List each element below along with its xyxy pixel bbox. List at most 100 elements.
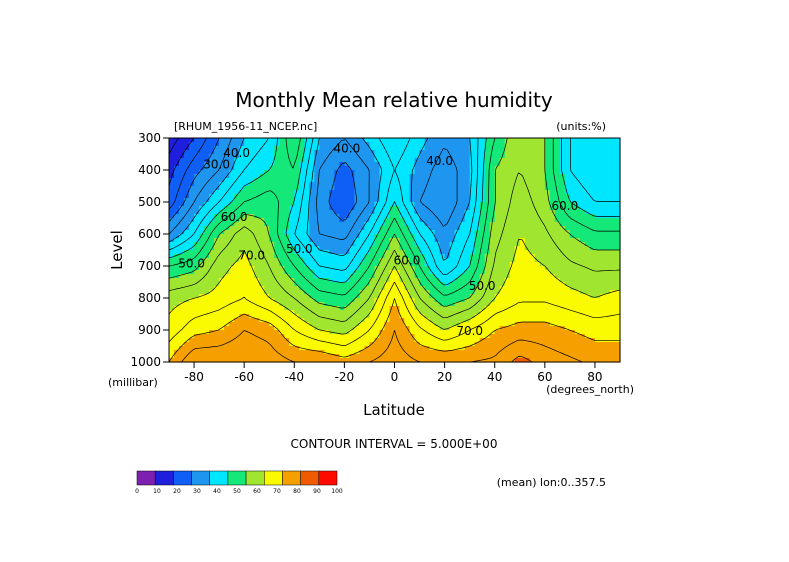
heatmap-cell: [249, 294, 255, 299]
heatmap-cell: [454, 246, 461, 251]
heatmap-cell: [494, 186, 501, 191]
heatmap-cell: [319, 330, 325, 335]
heatmap-cell: [594, 182, 601, 187]
heatmap-cell: [409, 286, 416, 291]
heatmap-cell: [514, 150, 521, 155]
heatmap-cell: [509, 138, 516, 143]
heatmap-cell: [549, 194, 556, 199]
heatmap-cell: [249, 226, 255, 231]
heatmap-cell: [379, 250, 386, 255]
heatmap-cell: [374, 258, 381, 263]
heatmap-cell: [389, 286, 396, 291]
heatmap-cell: [544, 294, 551, 299]
heatmap-cell: [504, 150, 511, 155]
heatmap-cell: [294, 302, 300, 307]
heatmap-cell: [244, 170, 250, 175]
heatmap-cell: [554, 342, 561, 347]
heatmap-cell: [499, 322, 506, 327]
heatmap-cell: [484, 222, 491, 227]
heatmap-cell: [239, 206, 245, 211]
heatmap-cell: [269, 282, 275, 287]
heatmap-cell: [454, 234, 461, 239]
heatmap-cell: [219, 342, 225, 347]
heatmap-cell: [504, 238, 511, 243]
heatmap-cell: [349, 186, 356, 191]
heatmap-cell: [559, 282, 566, 287]
heatmap-cell: [229, 306, 235, 311]
heatmap-cell: [294, 254, 300, 259]
heatmap-cell: [234, 198, 240, 203]
heatmap-cell: [579, 234, 586, 239]
heatmap-cell: [354, 358, 361, 363]
heatmap-cell: [594, 302, 601, 307]
heatmap-cell: [289, 298, 295, 303]
heatmap-cell: [314, 234, 320, 239]
heatmap-cell: [394, 254, 401, 259]
heatmap-cell: [239, 234, 245, 239]
heatmap-cell: [604, 278, 611, 283]
heatmap-cell: [514, 194, 521, 199]
heatmap-cell: [579, 182, 586, 187]
heatmap-cell: [489, 202, 496, 207]
heatmap-cell: [499, 162, 506, 167]
heatmap-cell: [259, 298, 265, 303]
heatmap-cell: [274, 218, 280, 223]
heatmap-cell: [414, 258, 421, 263]
heatmap-cell: [459, 234, 466, 239]
heatmap-cell: [269, 266, 275, 271]
heatmap-cell: [534, 322, 541, 327]
heatmap-cell: [559, 286, 566, 291]
heatmap-cell: [229, 266, 235, 271]
heatmap-cell: [254, 262, 260, 267]
heatmap-cell: [269, 206, 275, 211]
heatmap-cell: [209, 266, 215, 271]
heatmap-cell: [259, 326, 265, 331]
heatmap-cell: [274, 250, 280, 255]
heatmap-cell: [419, 234, 426, 239]
heatmap-cell: [504, 314, 511, 319]
heatmap-cell: [234, 298, 240, 303]
heatmap-cell: [314, 330, 320, 335]
heatmap-cell: [359, 230, 366, 235]
heatmap-cell: [269, 342, 275, 347]
heatmap-cell: [404, 322, 411, 327]
heatmap-cell: [554, 210, 561, 215]
heatmap-cell: [604, 274, 611, 279]
heatmap-cell: [559, 202, 566, 207]
heatmap-cell: [289, 182, 295, 187]
heatmap-cell: [294, 242, 300, 247]
heatmap-cell: [464, 330, 471, 335]
heatmap-cell: [324, 246, 330, 251]
heatmap-cell: [319, 162, 325, 167]
heatmap-cell: [409, 338, 416, 343]
heatmap-cell: [309, 250, 315, 255]
heatmap-cell: [379, 190, 386, 195]
heatmap-cell: [509, 214, 516, 219]
heatmap-cell: [519, 346, 526, 351]
heatmap-cell: [424, 174, 431, 179]
heatmap-cell: [549, 262, 556, 267]
heatmap-cell: [179, 298, 185, 303]
heatmap-cell: [354, 302, 361, 307]
heatmap-cell: [544, 226, 551, 231]
heatmap-cell: [599, 310, 606, 315]
heatmap-cell: [509, 142, 516, 147]
heatmap-cell: [309, 294, 315, 299]
heatmap-cell: [414, 350, 421, 355]
heatmap-cell: [559, 302, 566, 307]
heatmap-cell: [169, 234, 175, 239]
heatmap-cell: [544, 258, 551, 263]
heatmap-cell: [299, 186, 305, 191]
heatmap-cell: [319, 226, 325, 231]
heatmap-cell: [404, 294, 411, 299]
heatmap-cell: [434, 246, 441, 251]
heatmap-cell: [214, 190, 220, 195]
heatmap-cell: [234, 282, 240, 287]
heatmap-cell: [434, 346, 441, 351]
heatmap-cell: [464, 342, 471, 347]
heatmap-cell: [504, 290, 511, 295]
heatmap-cell: [374, 186, 381, 191]
heatmap-cell: [279, 170, 285, 175]
heatmap-cell: [514, 346, 521, 351]
heatmap-cell: [394, 346, 401, 351]
